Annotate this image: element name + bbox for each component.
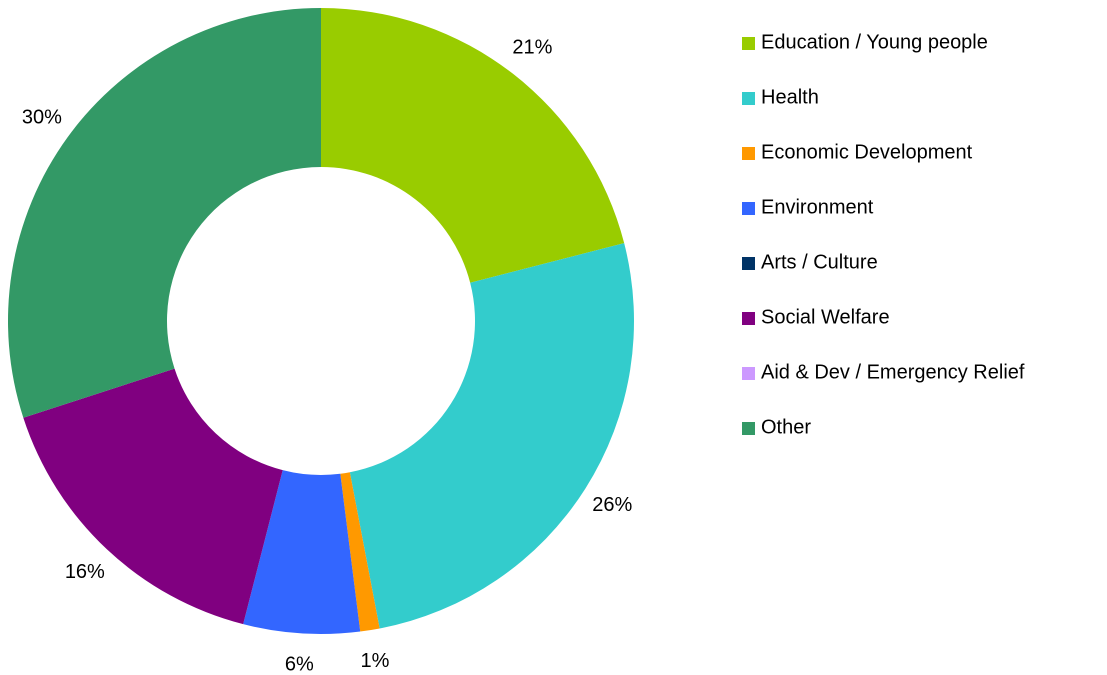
donut-slice	[349, 243, 634, 629]
legend-swatch	[742, 367, 755, 380]
data-label: 21%	[512, 37, 552, 59]
legend-swatch	[742, 147, 755, 160]
legend-label: Aid & Dev / Emergency Relief	[761, 361, 1025, 383]
legend-swatch	[742, 257, 755, 270]
legend-swatch	[742, 312, 755, 325]
donut-slice	[340, 472, 380, 632]
data-label: 1%	[361, 650, 390, 672]
legend-label: Arts / Culture	[761, 251, 878, 273]
donut-slice	[7, 8, 322, 418]
data-label: 26%	[592, 494, 632, 516]
legend-label: Social Welfare	[761, 306, 890, 328]
legend-label: Education / Young people	[761, 31, 988, 53]
donut-slice	[321, 8, 625, 283]
legend-swatch	[742, 202, 755, 215]
legend-swatch	[742, 37, 755, 50]
legend-label: Economic Development	[761, 141, 973, 163]
legend-label: Health	[761, 86, 819, 108]
data-label: 16%	[65, 561, 105, 583]
legend-swatch	[742, 422, 755, 435]
donut-slice	[243, 470, 361, 634]
data-label: 6%	[285, 654, 314, 675]
data-label: 30%	[22, 106, 62, 128]
legend-label: Environment	[761, 196, 874, 218]
donut-slice	[23, 368, 283, 625]
legend-swatch	[742, 92, 755, 105]
legend-label: Other	[761, 416, 811, 438]
